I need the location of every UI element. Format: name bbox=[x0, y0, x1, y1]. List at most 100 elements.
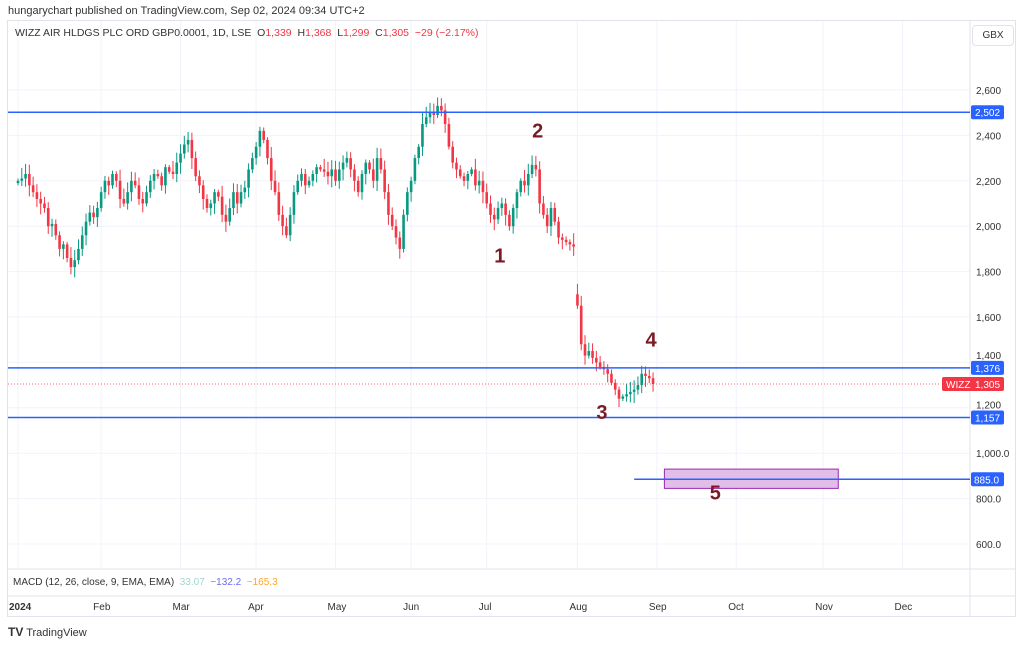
candle-body bbox=[443, 110, 447, 125]
candle-body bbox=[111, 173, 114, 186]
candle-body bbox=[285, 226, 288, 236]
x-tick-label: Oct bbox=[728, 602, 744, 613]
x-tick-label: Jun bbox=[403, 602, 419, 613]
candle-body bbox=[88, 212, 92, 222]
candle-body bbox=[20, 178, 24, 181]
candle-body bbox=[545, 214, 549, 227]
candle-body bbox=[511, 208, 515, 227]
candle-body bbox=[103, 180, 107, 193]
candle-body bbox=[50, 223, 54, 227]
candle-body bbox=[636, 385, 640, 390]
candle-body bbox=[492, 214, 496, 220]
wave-label-1: 1 bbox=[494, 246, 505, 268]
candle-body bbox=[130, 180, 133, 193]
candle-body bbox=[266, 139, 269, 159]
candle-body bbox=[114, 173, 118, 181]
candle-body bbox=[77, 248, 80, 261]
level-price-label: 1,376 bbox=[975, 364, 1000, 375]
candle-body bbox=[436, 105, 439, 115]
last-price-tag bbox=[942, 376, 1004, 391]
candle-body bbox=[617, 389, 621, 399]
low-label: L bbox=[337, 27, 344, 39]
open-value: 1,339 bbox=[265, 27, 292, 39]
candle-body bbox=[455, 162, 458, 170]
candle-body bbox=[432, 112, 436, 115]
macd-label: MACD (12, 26, close, 9, EMA, EMA) bbox=[13, 577, 175, 588]
wave-label-4: 4 bbox=[645, 330, 657, 352]
candle-body bbox=[152, 173, 156, 181]
candle-body bbox=[409, 180, 413, 193]
publisher-line: hungarychart published on TradingView.co… bbox=[8, 5, 365, 17]
last-price-label: 1,305 bbox=[975, 380, 1000, 391]
candle-body bbox=[629, 391, 632, 395]
macd-legend: MACD (12, 26, close, 9, EMA, EMA) 33.07 … bbox=[13, 577, 278, 588]
candle-body bbox=[564, 239, 568, 243]
symbol-tag-label: WIZZ bbox=[946, 380, 970, 391]
candle-body bbox=[296, 180, 300, 193]
candle-body bbox=[424, 117, 428, 125]
candle-body bbox=[625, 394, 628, 397]
candle-body bbox=[379, 158, 383, 170]
chart-frame bbox=[7, 20, 1016, 617]
close-value: 1,305 bbox=[382, 27, 410, 39]
candle-body bbox=[326, 171, 330, 177]
candle-body bbox=[334, 169, 337, 181]
candle-body bbox=[621, 396, 625, 399]
x-tick-label: Jul bbox=[479, 602, 492, 613]
candle-body bbox=[651, 378, 655, 384]
candle-body bbox=[549, 208, 553, 227]
candle-body bbox=[579, 305, 583, 345]
high-value: 1,368 bbox=[305, 27, 332, 39]
candle-body bbox=[515, 192, 519, 209]
level-price-label: 1,157 bbox=[975, 414, 1000, 425]
candle-body bbox=[92, 212, 95, 218]
candle-body bbox=[523, 180, 526, 186]
candle-body bbox=[647, 376, 651, 379]
candle-body bbox=[28, 173, 31, 186]
candle-body bbox=[137, 185, 141, 199]
candle-body bbox=[534, 164, 538, 170]
candle-body bbox=[239, 192, 243, 204]
candle-body bbox=[428, 112, 432, 118]
y-tick-label: 800.0 bbox=[976, 495, 1001, 506]
candle-body bbox=[307, 180, 311, 186]
x-tick-label: Sep bbox=[649, 602, 667, 613]
candle-body bbox=[175, 162, 179, 174]
candle-body bbox=[508, 214, 511, 227]
candle-body bbox=[341, 162, 345, 170]
candle-body bbox=[251, 158, 254, 170]
level-price-tag bbox=[971, 360, 1004, 375]
candle-body bbox=[24, 173, 27, 179]
x-tick-label: May bbox=[328, 602, 347, 613]
candle-body bbox=[262, 130, 265, 140]
candle-body bbox=[421, 124, 424, 147]
candle-body bbox=[145, 192, 148, 204]
candle-body bbox=[311, 173, 315, 181]
currency-button[interactable]: GBX bbox=[972, 25, 1014, 46]
wave-label-2: 2 bbox=[532, 121, 543, 143]
candle-body bbox=[613, 382, 617, 390]
candle-body bbox=[595, 357, 598, 363]
y-tick-label: 2,200 bbox=[976, 177, 1001, 188]
macd-signal-value: −165.3 bbox=[246, 577, 278, 588]
candle-body bbox=[228, 208, 231, 222]
candle-body bbox=[576, 294, 579, 306]
candle-body bbox=[474, 169, 477, 186]
candle-body bbox=[368, 162, 371, 170]
footer-brand: TradingView bbox=[26, 627, 87, 639]
candle-body bbox=[65, 244, 69, 258]
candle-body bbox=[183, 144, 186, 154]
candle-body bbox=[288, 214, 292, 236]
candle-body bbox=[640, 373, 643, 386]
candle-body bbox=[462, 176, 466, 181]
candle-body bbox=[269, 158, 273, 181]
candle-body bbox=[69, 257, 73, 268]
x-tick-label: Apr bbox=[248, 602, 264, 613]
tradingview-logo[interactable]: TV TradingView bbox=[8, 625, 87, 639]
candle-body bbox=[122, 198, 126, 204]
target-price-label: 885.0 bbox=[974, 475, 999, 486]
candle-body bbox=[330, 169, 334, 177]
candle-body bbox=[319, 167, 322, 170]
candle-body bbox=[58, 235, 61, 249]
